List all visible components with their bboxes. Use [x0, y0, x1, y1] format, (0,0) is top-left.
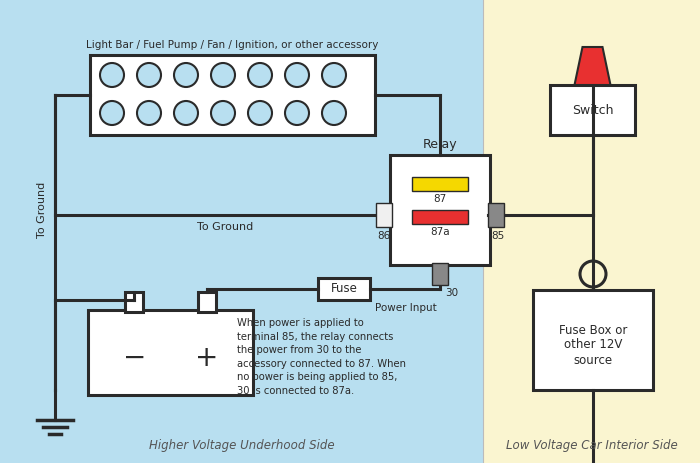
Circle shape: [285, 63, 309, 87]
Circle shape: [100, 101, 124, 125]
Bar: [533, 290, 653, 390]
Text: Higher Voltage Underhood Side: Higher Voltage Underhood Side: [148, 439, 335, 452]
Bar: [0, 0, 483, 463]
Text: 87: 87: [433, 194, 447, 204]
Bar: [390, 155, 490, 265]
Circle shape: [322, 101, 346, 125]
Circle shape: [211, 101, 235, 125]
Polygon shape: [575, 47, 610, 85]
Bar: [412, 177, 468, 191]
Circle shape: [174, 101, 198, 125]
Bar: [125, 292, 144, 312]
Text: When power is applied to
terminal 85, the relay connects
the power from 30 to th: When power is applied to terminal 85, th…: [237, 318, 406, 396]
Text: Light Bar / Fuel Pump / Fan / Ignition, or other accessory: Light Bar / Fuel Pump / Fan / Ignition, …: [86, 40, 379, 50]
Text: 85: 85: [491, 231, 505, 241]
Text: 30: 30: [445, 288, 458, 298]
Circle shape: [137, 63, 161, 87]
Circle shape: [100, 63, 124, 87]
Bar: [483, 0, 700, 463]
Text: +: +: [195, 344, 218, 371]
Bar: [198, 292, 216, 312]
Bar: [88, 310, 253, 395]
Text: Relay: Relay: [423, 138, 457, 151]
Bar: [412, 210, 468, 224]
Text: Power Input: Power Input: [375, 303, 437, 313]
Bar: [318, 278, 370, 300]
Text: To Ground: To Ground: [197, 222, 253, 232]
Bar: [550, 85, 635, 135]
Bar: [488, 203, 504, 227]
Bar: [376, 203, 392, 227]
Bar: [90, 55, 375, 135]
Text: −: −: [122, 344, 146, 371]
Circle shape: [248, 101, 272, 125]
Circle shape: [211, 63, 235, 87]
Text: To Ground: To Ground: [37, 182, 47, 238]
Circle shape: [322, 63, 346, 87]
Bar: [432, 263, 448, 285]
Circle shape: [248, 63, 272, 87]
Text: Fuse Box or
other 12V
source: Fuse Box or other 12V source: [559, 324, 627, 367]
Circle shape: [285, 101, 309, 125]
Text: Low Voltage Car Interior Side: Low Voltage Car Interior Side: [505, 439, 678, 452]
Text: 86: 86: [377, 231, 391, 241]
Text: Switch: Switch: [572, 104, 613, 117]
Text: 87a: 87a: [430, 227, 450, 237]
Circle shape: [174, 63, 198, 87]
Text: Fuse: Fuse: [330, 282, 358, 295]
Circle shape: [137, 101, 161, 125]
Circle shape: [580, 261, 606, 287]
